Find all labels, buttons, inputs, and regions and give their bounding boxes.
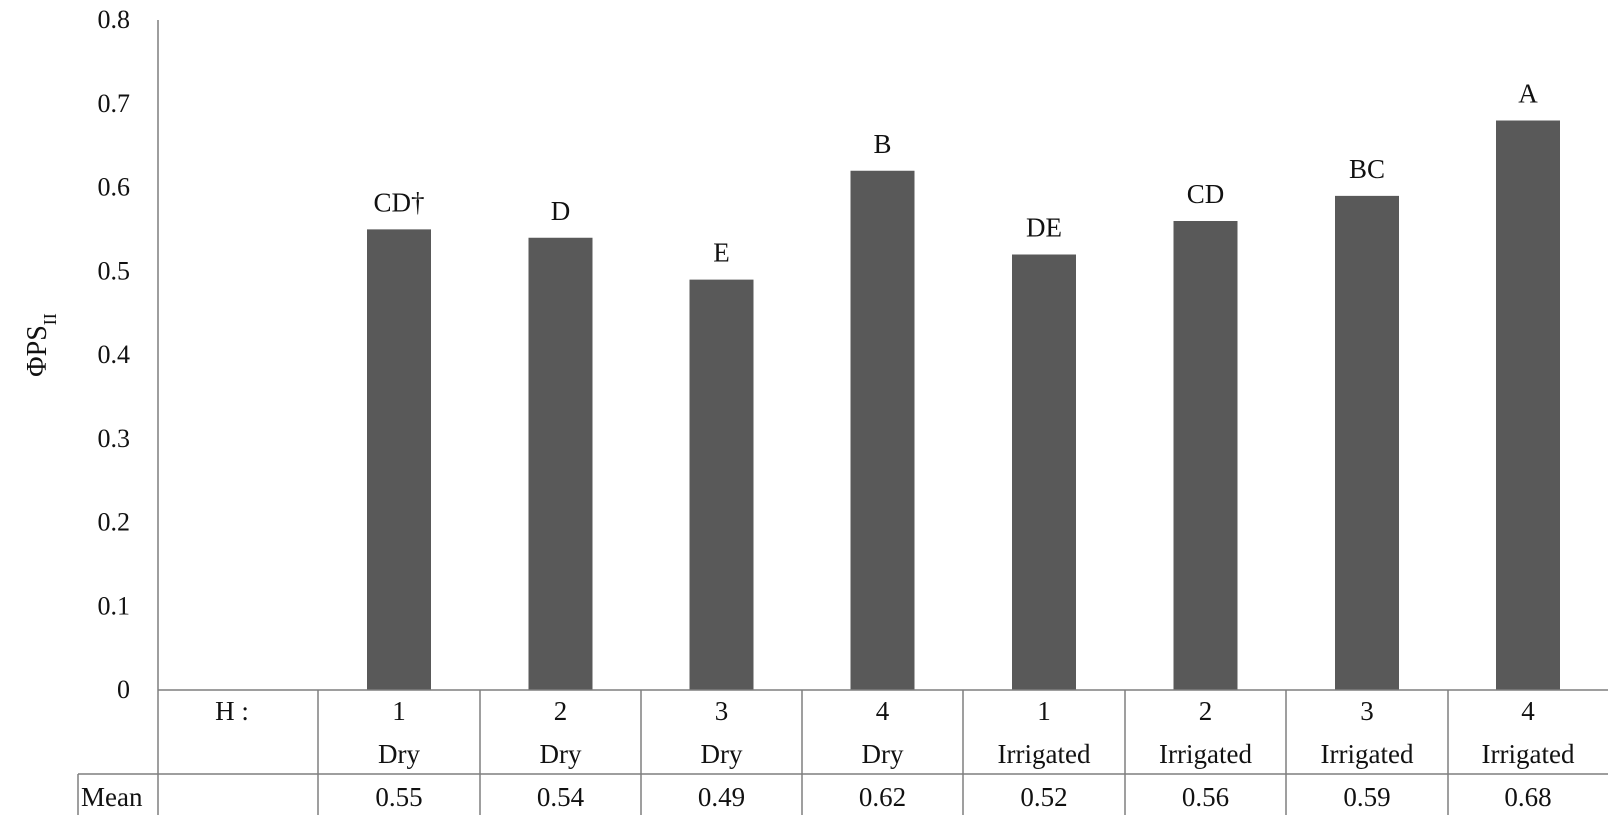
- significance-label: CD: [1187, 179, 1225, 209]
- significance-label: DE: [1026, 213, 1062, 243]
- y-tick-label: 0.4: [98, 340, 131, 369]
- y-tick-label: 0.5: [98, 256, 131, 285]
- y-tick-label: 0: [117, 675, 130, 704]
- table-cell-mean: 0.56: [1182, 782, 1229, 812]
- table-cell-h: 2: [1199, 696, 1213, 726]
- table-cell-treatment: Irrigated: [1159, 739, 1252, 769]
- table-cell-treatment: Irrigated: [1321, 739, 1414, 769]
- table-cell-h: 4: [1521, 696, 1535, 726]
- table-cell-mean: 0.62: [859, 782, 906, 812]
- y-tick-label: 0.2: [98, 508, 131, 537]
- table-cell-mean: 0.49: [698, 782, 745, 812]
- bars: [367, 120, 1560, 690]
- table-cell-h: 2: [554, 696, 568, 726]
- table-cell-mean: 0.59: [1343, 782, 1390, 812]
- table-cell-h: 3: [715, 696, 729, 726]
- bar: [1173, 221, 1238, 690]
- table-cell-mean: 0.52: [1020, 782, 1067, 812]
- table-cell-treatment: Dry: [862, 739, 904, 769]
- y-axis-label: ΦPSII: [22, 313, 60, 377]
- table-cell-treatment: Dry: [701, 739, 743, 769]
- bar: [689, 279, 754, 690]
- bar: [528, 237, 593, 690]
- bar: [1496, 120, 1560, 690]
- category-table-grid: [77, 689, 1608, 815]
- significance-label: A: [1518, 79, 1538, 109]
- y-tick-labels: 0 0.1 0.2 0.3 0.4 0.5 0.6 0.7 0.8: [98, 5, 131, 704]
- table-cell-treatment: Irrigated: [1482, 739, 1575, 769]
- significance-label: D: [551, 196, 571, 226]
- bar: [367, 229, 431, 690]
- table-cell-mean: 0.54: [537, 782, 585, 812]
- y-tick-label: 0.7: [98, 89, 131, 118]
- bar: [1335, 195, 1399, 690]
- y-tick-label: 0.6: [98, 173, 131, 202]
- bar: [1012, 254, 1076, 690]
- y-tick-label: 0.1: [98, 591, 131, 620]
- table-cell-h: 1: [1037, 696, 1051, 726]
- significance-label: BC: [1349, 154, 1385, 184]
- table-cell-treatment: Dry: [378, 739, 420, 769]
- table-cell-h: 4: [876, 696, 890, 726]
- table-cell-treatment: Dry: [540, 739, 582, 769]
- table-row-h-label: H :: [215, 696, 249, 726]
- category-table-text: H : Mean 1 Dry 0.55 2 Dry 0.54 3 Dry 0.49 4 Dry 0.6…: [81, 696, 1575, 812]
- table-cell-h: 1: [392, 696, 406, 726]
- y-tick-label: 0.8: [98, 5, 131, 34]
- table-cell-h: 3: [1360, 696, 1374, 726]
- table-row-mean-label: Mean: [81, 782, 143, 812]
- table-cell-mean: 0.55: [375, 782, 422, 812]
- significance-label: CD†: [373, 187, 424, 217]
- table-cell-treatment: Irrigated: [998, 739, 1091, 769]
- significance-label: E: [713, 238, 730, 268]
- table-cell-mean: 0.68: [1504, 782, 1551, 812]
- y-tick-label: 0.3: [98, 424, 131, 453]
- bar: [850, 170, 915, 690]
- significance-label: B: [873, 129, 891, 159]
